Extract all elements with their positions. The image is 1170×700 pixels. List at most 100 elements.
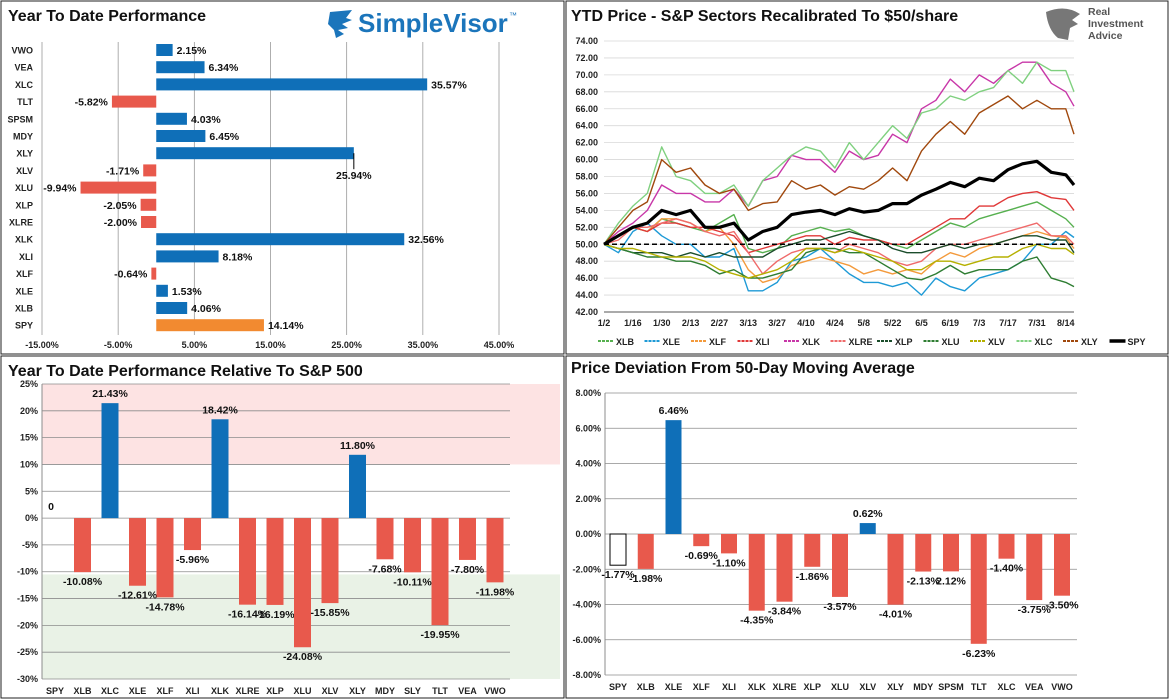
y-tick-label: -2.00% [572, 564, 601, 574]
bar-xlv [143, 164, 157, 177]
x-tick-label: TLT [971, 682, 987, 692]
chart-title-deviation: Price Deviation From 50-Day Moving Avera… [571, 360, 915, 377]
bar-xly [887, 534, 904, 605]
y-tick-label: 60.00 [575, 155, 598, 165]
y-tick-label: -5% [22, 540, 38, 550]
y-tick-label: 10% [20, 459, 38, 469]
bar-xlc [101, 403, 119, 519]
x-tick-label: TLT [432, 686, 448, 696]
y-tick-label: -10% [17, 567, 38, 577]
data-label: 21.43% [92, 388, 128, 400]
x-tick-label: 3/13 [740, 318, 758, 328]
x-tick-label: 25.00% [331, 340, 362, 350]
y-tick-label: -30% [17, 674, 38, 684]
x-tick-label: XLI [722, 682, 736, 692]
y-tick-label: 25% [20, 379, 38, 389]
bar-spsm [943, 534, 959, 572]
y-tick-label: -4.00% [572, 600, 601, 610]
data-label: -0.64% [114, 269, 148, 281]
data-label: -5.96% [176, 554, 210, 566]
data-label: -2.05% [103, 200, 137, 212]
y-tick-label: VWO [12, 46, 34, 56]
simplevisor-logo: SimpleVisor ™ [328, 8, 517, 38]
data-label: -7.68% [368, 563, 402, 575]
y-tick-label: 0.00% [575, 529, 601, 539]
x-tick-label: 4/24 [826, 318, 844, 328]
data-label: 1.53% [172, 286, 202, 298]
chart-sector-prices: 42.00 44.00 46.00 48.00 50.00 52.00 54.00 56.00… [575, 36, 1145, 347]
y-tick-label: XLE [15, 286, 33, 296]
y-tick-label: 54.00 [575, 205, 598, 215]
x-tick-label: XLY [349, 686, 366, 696]
y-tick-label: 64.00 [575, 121, 598, 131]
data-label: 6.46% [659, 405, 689, 417]
y-tick-label: XLF [16, 269, 34, 279]
y-tick-label: SPY [15, 321, 33, 331]
data-label: 25.94% [336, 170, 372, 182]
data-label: -10.11% [393, 576, 432, 588]
legend-label: XLC [1035, 337, 1054, 347]
legend-label: XLV [988, 337, 1005, 347]
bar-xlc [998, 534, 1015, 559]
series-line-spy [603, 159, 1076, 246]
highlight-band [42, 384, 560, 465]
data-label: 11.80% [340, 440, 376, 452]
bar-xlu [294, 518, 311, 648]
bar-xlre [776, 534, 793, 602]
y-tick-label: XLY [16, 149, 33, 159]
data-label: -3.84% [768, 606, 802, 618]
y-tick-label: MDY [13, 132, 33, 142]
y-tick-label: 72.00 [575, 53, 598, 63]
legend-label: XLF [709, 337, 727, 347]
x-tick-label: -5.00% [104, 340, 133, 350]
bar-xly [349, 454, 366, 519]
x-tick-label: XLF [157, 686, 175, 696]
y-tick-label: -6.00% [572, 635, 601, 645]
legend-label: XLE [663, 337, 681, 347]
y-tick-label: 8.00% [575, 388, 601, 398]
x-tick-label: 7/17 [999, 318, 1017, 328]
series-line-xly [603, 95, 1075, 245]
bar-mdy [915, 534, 932, 572]
chart-title-ytd: Year To Date Performance [8, 8, 206, 25]
x-tick-label: VEA [1025, 682, 1044, 692]
x-tick-label: XLE [665, 682, 683, 692]
chart-relative-performance: -30% -25% -20% -15% -10% -5% 0% 5% 10% 15% 20% 25% S… [17, 379, 560, 696]
x-tick-label: 4/10 [797, 318, 815, 328]
x-tick-label: 1/2 [598, 318, 611, 328]
x-tick-label: SPY [46, 686, 64, 696]
chart-ma-deviation: -8.00% -6.00% -4.00% -2.00% 0.00% 2.00% 4.00% 6… [572, 388, 1079, 692]
ria-logo-line1: Real [1088, 6, 1110, 18]
legend-label: XLP [895, 337, 913, 347]
x-tick-label: 7/31 [1028, 318, 1046, 328]
y-tick-label: 48.00 [575, 256, 598, 266]
y-tick-label: 0% [25, 513, 38, 523]
x-tick-label: 3/27 [768, 318, 786, 328]
x-tick-label: 35.00% [408, 340, 439, 350]
bar-mdy [156, 130, 206, 142]
bar-vea [156, 61, 205, 74]
y-tick-label: 46.00 [575, 273, 598, 283]
x-tick-label: VWO [484, 686, 506, 696]
bar-vwo [486, 518, 504, 583]
y-tick-label: TLT [17, 97, 33, 107]
y-tick-label: 68.00 [575, 87, 598, 97]
data-label: -6.23% [962, 648, 996, 660]
legend-label: SPY [1128, 337, 1146, 347]
bar-tlt [431, 518, 449, 626]
data-label: -4.01% [879, 609, 913, 621]
bar-xlc [156, 78, 428, 91]
data-label: 4.03% [191, 114, 221, 126]
y-tick-label: XLB [15, 304, 34, 314]
bar-xlf [156, 518, 174, 598]
eagle-icon [328, 10, 352, 38]
y-tick-label: 15% [20, 433, 38, 443]
bar-xlb [637, 534, 654, 569]
series-line-xlc [603, 61, 1075, 245]
x-tick-label: XLE [129, 686, 147, 696]
y-tick-label: XLRE [9, 218, 33, 228]
eagle-head-icon [1046, 8, 1080, 40]
bar-xly [156, 147, 354, 160]
chart-ytd-performance: -15.00% -5.00% 5.00% 15.00% 25.00% 35.00% 45.0… [7, 42, 514, 350]
